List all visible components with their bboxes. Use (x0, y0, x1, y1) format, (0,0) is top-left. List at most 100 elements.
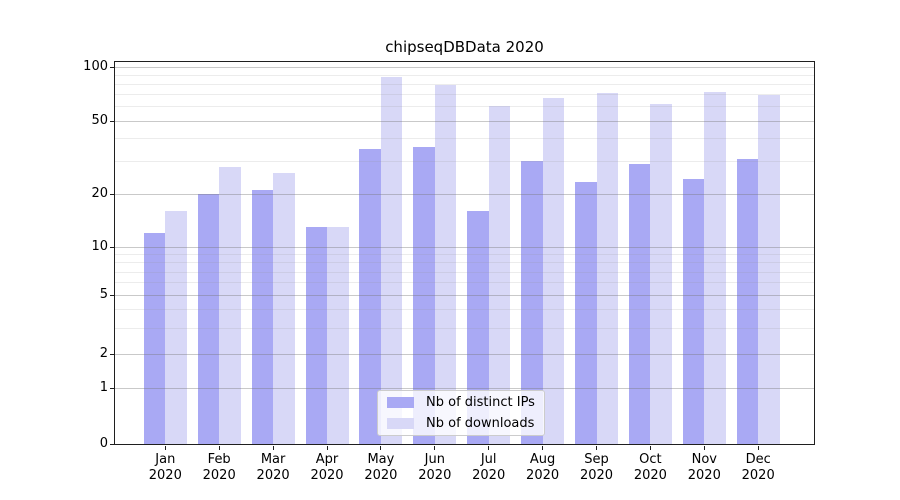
bar-downloads-feb (219, 166, 241, 444)
x-tick-year-oct: 2020 (633, 468, 667, 483)
x-tick-year-jun: 2020 (418, 468, 452, 483)
legend-swatch-downloads (387, 418, 414, 429)
x-tick-month-mar: Mar (260, 452, 286, 467)
x-tick-month-sep: Sep (584, 452, 609, 467)
major-gridline-5 (115, 295, 814, 296)
x-tick-month-jul: Jul (480, 452, 497, 467)
bar-downloads-jun (434, 84, 457, 444)
y-tick-label-1: 1 (99, 379, 108, 395)
legend-swatch-distinct-ips (387, 397, 414, 408)
x-tick-label-oct: Oct 2020 (622, 452, 678, 484)
x-tick-year-mar: 2020 (256, 468, 290, 483)
y-tick-label-10: 10 (91, 239, 108, 254)
y-tick-mark-5 (110, 295, 114, 296)
x-tick-mark-jul (488, 446, 490, 450)
x-tick-month-feb: Feb (207, 452, 231, 467)
x-tick-mark-sep (596, 446, 597, 450)
legend-label-distinct-ips: Nb of distinct IPs (426, 395, 535, 410)
legend-entry-distinct-ips: Nb of distinct IPs (387, 395, 544, 410)
y-tick-label-50: 50 (91, 112, 108, 128)
bar-ips-jul (467, 210, 489, 444)
bar-ips-jun (413, 146, 435, 444)
bar-downloads-mar (273, 172, 295, 444)
major-gridline-100 (115, 66, 814, 68)
x-tick-mark-feb (218, 446, 220, 450)
x-tick-label-apr: Apr 2020 (299, 452, 355, 484)
minor-gridline-70 (115, 94, 814, 96)
x-tick-label-mar: Mar 2020 (245, 452, 301, 484)
minor-gridline-60 (115, 106, 814, 108)
bar-ips-dec (736, 158, 759, 444)
bar-downloads-dec (758, 95, 780, 444)
y-tick-mark-2 (110, 354, 114, 355)
x-tick-label-feb: Feb 2020 (191, 452, 247, 484)
x-tick-label-jun: Jun 2020 (407, 452, 463, 484)
x-tick-month-oct: Oct (639, 452, 662, 467)
x-tick-month-may: May (367, 452, 395, 467)
x-tick-mark-may (380, 446, 382, 450)
y-tick-mark-1 (110, 388, 114, 389)
x-tick-month-nov: Nov (691, 452, 717, 467)
bar-ips-nov (682, 178, 705, 444)
minor-gridline-8 (115, 262, 814, 264)
x-tick-label-sep: Sep 2020 (569, 452, 625, 484)
bar-ips-mar (251, 189, 274, 444)
bar-ips-apr (305, 226, 327, 444)
major-gridline-20 (115, 193, 814, 195)
x-tick-label-jan: Jan 2020 (137, 452, 193, 484)
legend-label-downloads: Nb of downloads (426, 416, 535, 431)
x-tick-year-sep: 2020 (579, 468, 614, 483)
minor-gridline-4 (115, 309, 814, 311)
bar-ips-feb (197, 193, 220, 444)
x-tick-mark-jun (434, 446, 436, 450)
x-tick-mark-aug (542, 446, 544, 450)
bar-downloads-nov (704, 92, 726, 444)
x-tick-month-dec: Dec (745, 452, 771, 467)
x-tick-label-nov: Nov 2020 (676, 452, 732, 484)
y-tick-mark-0 (110, 444, 114, 445)
y-tick-mark-50 (110, 121, 114, 122)
x-tick-label-jul: Jul 2020 (461, 452, 517, 484)
x-tick-year-apr: 2020 (310, 468, 344, 483)
x-tick-year-feb: 2020 (202, 468, 236, 483)
y-tick-mark-10 (110, 247, 114, 248)
minor-gridline-30 (115, 161, 814, 163)
major-gridline-10 (115, 247, 814, 248)
x-tick-year-nov: 2020 (687, 468, 721, 483)
x-tick-month-apr: Apr (315, 452, 339, 467)
x-tick-mark-oct (649, 446, 651, 450)
x-tick-mark-nov (703, 446, 705, 450)
x-tick-year-may: 2020 (364, 468, 398, 483)
x-tick-month-jun: Jun (424, 452, 445, 467)
bar-downloads-apr (327, 226, 349, 444)
plot-area: Nb of distinct IPs Nb of downloads (114, 61, 815, 445)
y-tick-label-20: 20 (91, 185, 108, 201)
major-gridline-50 (115, 120, 814, 122)
x-tick-label-may: May 2020 (353, 452, 409, 484)
y-tick-mark-100 (110, 67, 114, 68)
minor-gridline-80 (115, 83, 814, 85)
minor-gridline-7 (115, 271, 814, 273)
bar-downloads-sep (596, 93, 618, 444)
major-gridline-1 (115, 387, 814, 389)
bar-downloads-jan (165, 210, 187, 444)
x-tick-month-jan: Jan (155, 452, 176, 467)
bar-downloads-may (380, 77, 403, 444)
x-tick-month-aug: Aug (529, 452, 556, 467)
y-tick-label-5: 5 (99, 287, 108, 302)
x-tick-year-dec: 2020 (741, 468, 775, 483)
y-tick-label-0: 0 (99, 436, 108, 451)
minor-gridline-9 (115, 254, 814, 256)
x-tick-mark-jan (164, 446, 166, 450)
legend-entry-downloads: Nb of downloads (387, 416, 544, 431)
legend: Nb of distinct IPs Nb of downloads (377, 390, 545, 436)
x-tick-mark-mar (272, 446, 274, 450)
bar-downloads-aug (542, 97, 565, 444)
bar-downloads-jul (488, 106, 511, 444)
x-tick-year-jan: 2020 (148, 468, 182, 483)
x-tick-mark-apr (326, 446, 328, 450)
major-gridline-2 (115, 354, 814, 355)
y-tick-label-100: 100 (83, 58, 108, 74)
minor-gridline-6 (115, 282, 814, 284)
